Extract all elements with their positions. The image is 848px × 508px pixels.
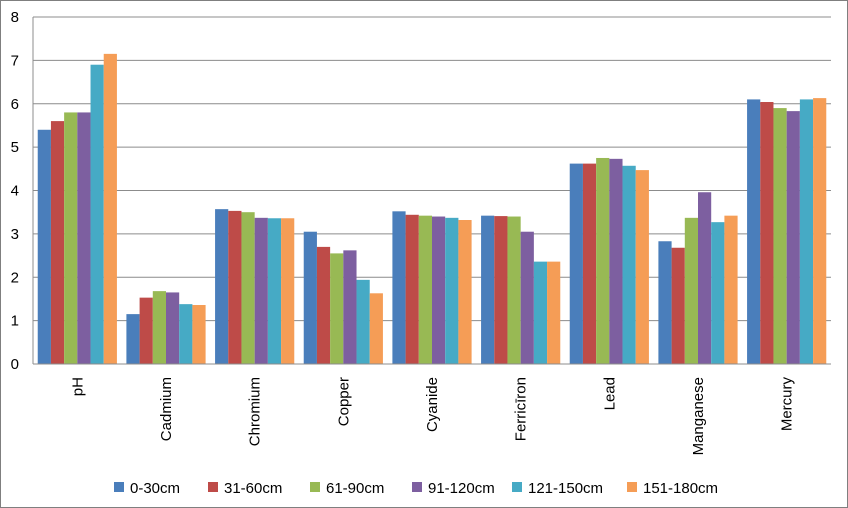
bar bbox=[192, 305, 206, 364]
bar bbox=[520, 231, 534, 364]
legend-swatch bbox=[114, 482, 124, 492]
x-category-label: Copper bbox=[335, 377, 352, 426]
x-category-label: Cyanide bbox=[424, 377, 441, 432]
legend-label: 0-30cm bbox=[130, 480, 180, 497]
y-tick-label: 5 bbox=[11, 139, 19, 156]
bar bbox=[267, 218, 282, 364]
bar bbox=[330, 253, 344, 364]
axes bbox=[32, 17, 831, 365]
legend-label: 151-180cm bbox=[643, 480, 718, 497]
bar bbox=[369, 293, 383, 364]
x-category-label: Mercury bbox=[779, 377, 796, 432]
legend-swatch bbox=[512, 482, 522, 492]
bar bbox=[405, 214, 419, 364]
bar bbox=[569, 163, 583, 364]
bar bbox=[747, 99, 761, 364]
bar bbox=[166, 292, 180, 364]
bar bbox=[77, 112, 91, 365]
y-axis-tick-labels: 0 1 2 3 4 5 6 7 8 bbox=[11, 9, 19, 373]
bar bbox=[343, 250, 357, 364]
y-tick-label: 4 bbox=[11, 183, 19, 200]
bar bbox=[760, 102, 774, 364]
legend: 0-30cm 31-60cm 61-90cm 91-120cm 121-150cm 151… bbox=[114, 480, 718, 497]
bar bbox=[582, 163, 597, 364]
bar bbox=[773, 108, 787, 364]
bars bbox=[37, 53, 827, 365]
bar bbox=[481, 215, 495, 364]
y-tick-label: 8 bbox=[11, 9, 19, 26]
bar bbox=[215, 209, 229, 364]
bar bbox=[418, 215, 432, 364]
bar bbox=[139, 297, 153, 364]
x-axis-category-labels: pH Cadmium Chromium Copper Cyanide Ferricīron… bbox=[69, 377, 795, 456]
bar bbox=[724, 215, 738, 364]
bar bbox=[316, 246, 331, 364]
bar bbox=[658, 241, 672, 364]
bar bbox=[241, 212, 255, 364]
bar bbox=[103, 53, 117, 365]
bar bbox=[64, 112, 78, 365]
x-category-label: Cadmium bbox=[158, 377, 175, 441]
y-tick-label: 2 bbox=[11, 269, 19, 286]
legend-label: 31-60cm bbox=[224, 480, 282, 497]
bar bbox=[281, 218, 295, 364]
bar bbox=[671, 247, 685, 364]
bar bbox=[392, 211, 406, 364]
bar bbox=[609, 158, 623, 364]
bar bbox=[50, 121, 65, 364]
bar bbox=[37, 129, 51, 364]
bar bbox=[179, 304, 193, 364]
y-tick-label: 0 bbox=[11, 356, 19, 373]
bar bbox=[254, 217, 268, 364]
bar bbox=[494, 216, 508, 364]
bar bbox=[711, 222, 725, 364]
x-category-label: Manganese bbox=[690, 377, 707, 455]
bar bbox=[698, 192, 712, 364]
legend-swatch bbox=[627, 482, 637, 492]
bar bbox=[635, 170, 649, 364]
bar bbox=[533, 261, 548, 364]
legend-swatch bbox=[412, 482, 422, 492]
legend-label: 61-90cm bbox=[326, 480, 384, 497]
bar bbox=[356, 279, 370, 364]
y-tick-label: 7 bbox=[11, 52, 19, 69]
bar bbox=[799, 99, 814, 364]
legend-label: 91-120cm bbox=[428, 480, 495, 497]
bar bbox=[547, 261, 561, 364]
bar bbox=[445, 217, 459, 364]
bar bbox=[786, 111, 800, 365]
legend-swatch bbox=[208, 482, 218, 492]
bar bbox=[596, 157, 610, 364]
x-category-label: pH bbox=[69, 377, 86, 396]
x-category-label: Lead bbox=[601, 377, 618, 410]
legend-swatch bbox=[310, 482, 320, 492]
x-category-label: Ferricīron bbox=[513, 377, 530, 441]
bar bbox=[684, 217, 698, 364]
bar bbox=[458, 220, 472, 364]
bar bbox=[432, 216, 446, 364]
legend-label: 121-150cm bbox=[528, 480, 603, 497]
bar bbox=[622, 165, 636, 364]
bar bbox=[813, 98, 827, 365]
y-tick-label: 3 bbox=[11, 226, 19, 243]
bar bbox=[90, 64, 104, 365]
bar bbox=[303, 231, 317, 364]
x-category-label: Chromium bbox=[247, 377, 264, 446]
bar bbox=[126, 314, 140, 364]
bar bbox=[152, 291, 166, 364]
y-tick-label: 1 bbox=[11, 313, 19, 330]
y-tick-label: 6 bbox=[11, 96, 19, 113]
bar bbox=[507, 216, 521, 364]
bar bbox=[228, 210, 242, 364]
